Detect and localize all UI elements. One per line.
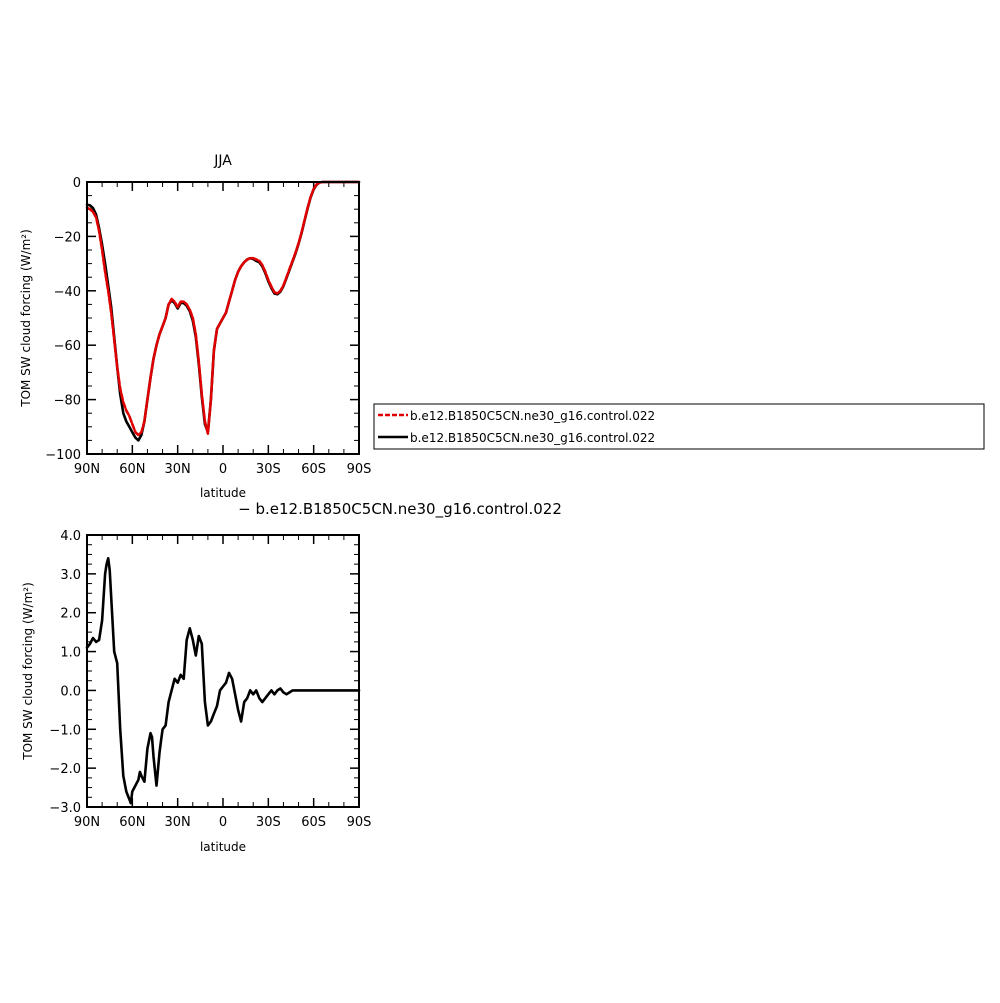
top-x-tick-label: 60N [119,462,145,477]
top-y-axis-label: TOM SW cloud forcing (W/m²) [19,229,33,408]
top-y-tick-label: −100 [45,448,81,463]
top-y-tick-label: −60 [54,339,81,354]
bottom-series-line-0 [85,556,361,805]
top-x-axis-label: latitude [200,486,246,500]
bottom-chart: − b.e12.B1850C5CN.ne30_g16.control.022 9… [21,500,562,854]
legend: b.e12.B1850C5CN.ne30_g16.control.022 b.e… [373,403,985,450]
legend-box [373,403,985,450]
bottom-y-tick-label: 0.0 [60,684,81,699]
bottom-chart-title: − b.e12.B1850C5CN.ne30_g16.control.022 [238,500,562,519]
bottom-series-lines [85,556,361,805]
top-chart: JJA 90N 60N 30N 0 30S 60S 90S 0 −20 −40 −60 −80 −100… [19,153,371,500]
top-x-tick-label: 30N [165,462,191,477]
bottom-x-tick-label: 90N [74,815,100,830]
bottom-y-tick-label: 3.0 [60,568,81,583]
bottom-plot-frame [86,534,360,808]
bottom-axes: 90N 60N 30N 0 30S 60S 90S 4.0 3.0 2.0 1.0 0.0 −1.0 −2… [49,529,371,830]
legend-label-black: b.e12.B1850C5CN.ne30_g16.control.022 [410,431,655,445]
top-series-lines [85,180,361,442]
bottom-y-tick-label: −3.0 [49,801,81,816]
top-x-tick-label: 90S [347,462,372,477]
top-y-tick-label: −20 [54,230,81,245]
bottom-x-tick-label: 30S [256,815,281,830]
bottom-y-tick-label: −1.0 [49,723,81,738]
top-series-line-1 [85,180,361,442]
top-x-tick-label: 90N [74,462,100,477]
bottom-y-tick-label: −2.0 [49,762,81,777]
bottom-y-tick-label: 1.0 [60,646,81,661]
bottom-y-tick-label: 2.0 [60,607,81,622]
bottom-x-tick-label: 60S [301,815,326,830]
bottom-x-tick-label: 90S [347,815,372,830]
top-x-tick-label: 30S [256,462,281,477]
top-series-line-0 [85,180,361,437]
top-y-tick-label: 0 [73,176,81,191]
top-y-tick-label: −80 [54,394,81,409]
top-y-tick-label: −40 [54,285,81,300]
top-plot-frame [86,181,360,455]
top-chart-title: JJA [213,153,232,169]
bottom-x-tick-label: 30N [165,815,191,830]
bottom-x-tick-label: 0 [219,815,227,830]
bottom-x-axis-label: latitude [200,840,246,854]
top-x-tick-label: 60S [301,462,326,477]
legend-label-red: b.e12.B1850C5CN.ne30_g16.control.022 [410,409,655,423]
top-axes: 90N 60N 30N 0 30S 60S 90S 0 −20 −40 −60 −80 −100 [45,176,371,477]
bottom-y-tick-label: 4.0 [60,529,81,544]
bottom-y-axis-label: TOM SW cloud forcing (W/m²) [21,582,35,761]
bottom-x-tick-label: 60N [119,815,145,830]
top-x-tick-label: 0 [219,462,227,477]
